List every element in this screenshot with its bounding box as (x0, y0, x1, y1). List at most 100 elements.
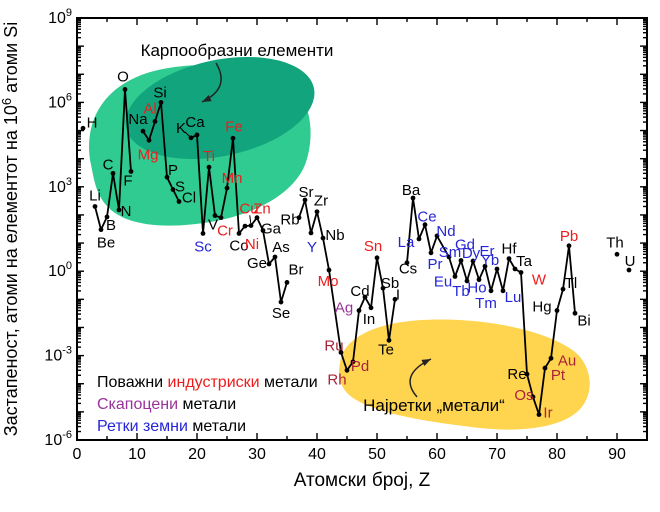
x-tick-label: 80 (548, 446, 566, 463)
data-point-Rh (344, 367, 350, 373)
y-tick-label: 109 (48, 7, 72, 27)
data-point-Cs (404, 260, 410, 266)
data-point-Th (614, 251, 620, 257)
legend-line-2: Скапоцени метали (97, 396, 236, 413)
data-point-F (128, 169, 134, 174)
data-point-Co (236, 231, 242, 236)
element-label-Lu: Lu (505, 289, 522, 306)
data-point-Ce (422, 222, 428, 228)
element-label-Mo: Mo (318, 273, 339, 290)
data-point-Pt (542, 365, 548, 371)
rarest-metals-label: Најретки „метали“ (363, 396, 505, 415)
data-point-B (104, 214, 110, 220)
data-point-Mo (326, 267, 332, 273)
y-axis-title: Застапеност, атоми на елементот на 106 а… (0, 22, 21, 436)
data-point-Sm (446, 254, 452, 260)
legend-line-3: Ретки земни метали (97, 418, 246, 435)
element-label-O: O (117, 68, 129, 85)
data-point-Pd (350, 359, 356, 365)
data-point-Ni (242, 223, 248, 229)
data-point-Tb (464, 278, 470, 284)
element-label-Na: Na (128, 111, 148, 128)
element-label-Ru: Ru (324, 337, 343, 354)
element-label-Ce: Ce (417, 209, 436, 226)
element-label-Pr: Pr (428, 256, 443, 273)
element-label-Dy: Dy (462, 245, 481, 262)
element-label-Sn: Sn (364, 238, 382, 255)
element-label-Si: Si (153, 84, 166, 101)
element-label-Au: Au (558, 352, 576, 369)
x-tick-label: 60 (428, 446, 446, 463)
element-label-Pt: Pt (551, 367, 566, 384)
element-label-Ca: Ca (185, 114, 205, 131)
data-point-Ti (206, 164, 212, 170)
element-label-Tm: Tm (475, 295, 497, 312)
element-label-Y: Y (307, 239, 317, 256)
data-point-In (368, 305, 374, 311)
data-point-U (626, 267, 632, 273)
abundance-line-segment (298, 199, 396, 372)
data-point-Li (92, 204, 98, 209)
rock-forming-label-arrowhead (202, 95, 212, 102)
data-point-W (518, 270, 524, 275)
element-label-Sr: Sr (299, 184, 314, 201)
x-tick-label: 50 (368, 446, 386, 463)
element-label-Cr: Cr (217, 223, 233, 240)
element-label-Tl: Tl (565, 275, 578, 292)
element-label-I: I (396, 286, 400, 303)
data-point-Hf (506, 256, 512, 262)
element-label-Hg: Hg (532, 299, 551, 316)
element-label-Cd: Cd (350, 283, 369, 300)
data-point-Al (152, 119, 158, 124)
data-point-Ga (260, 228, 266, 233)
data-point-Zr (314, 209, 320, 215)
data-point-Ba (410, 195, 416, 201)
data-point-Br (284, 279, 290, 285)
data-point-Nd (434, 233, 440, 239)
element-label-Er: Er (480, 243, 495, 260)
x-axis-title: Атомски број, Z (294, 470, 431, 491)
element-label-Fe: Fe (225, 118, 243, 135)
element-label-Ta: Ta (516, 253, 533, 270)
element-label-Zr: Zr (314, 193, 328, 210)
data-point-Ru (338, 349, 344, 355)
element-label-S: S (175, 179, 185, 196)
data-point-Rb (296, 215, 302, 221)
element-label-Os: Os (514, 387, 533, 404)
y-tick-label: 10-6 (44, 429, 72, 449)
x-tick-label: 90 (608, 446, 626, 463)
y-tick-label: 106 (48, 91, 72, 111)
data-point-Ag (356, 308, 362, 313)
element-label-Ga: Ga (261, 220, 282, 237)
element-label-N: N (121, 203, 132, 220)
x-tick-label: 70 (488, 446, 506, 463)
element-label-Sc: Sc (194, 238, 212, 255)
data-point-Tm (488, 288, 494, 294)
data-point-I (392, 296, 398, 302)
element-label-Ba: Ba (402, 182, 421, 199)
legend: Поважни индустриски метали Скапоцени мета… (97, 374, 318, 435)
element-label-Eu: Eu (434, 273, 452, 290)
element-label-Te: Te (378, 341, 394, 358)
data-point-Fe (230, 135, 236, 141)
legend-line-1: Поважни индустриски метали (97, 374, 318, 391)
data-point-Ca (194, 132, 200, 138)
element-label-Be: Be (97, 235, 115, 252)
x-tick-label: 0 (73, 446, 82, 463)
element-label-Sm: Sm (439, 244, 462, 261)
element-label-Th: Th (606, 234, 624, 251)
element-label-W: W (532, 271, 547, 288)
data-point-Si (158, 100, 164, 105)
tick-labels: 0 10 20 30 40 50 60 70 80 90 109 106 103 100 10-3 10-6 (44, 7, 626, 463)
region-rock-forming-dark (125, 56, 315, 160)
element-label-Mn: Mn (222, 170, 243, 187)
data-point-Bi (572, 310, 578, 316)
element-label-Cl: Cl (182, 190, 196, 207)
element-label-Nb: Nb (325, 227, 344, 244)
data-point-Sc (200, 231, 206, 236)
data-points (80, 86, 632, 417)
element-label-Cu: Cu (239, 201, 258, 218)
data-point-Cr (218, 215, 224, 221)
element-label-Ag: Ag (335, 300, 353, 317)
data-point-Er (482, 263, 488, 269)
